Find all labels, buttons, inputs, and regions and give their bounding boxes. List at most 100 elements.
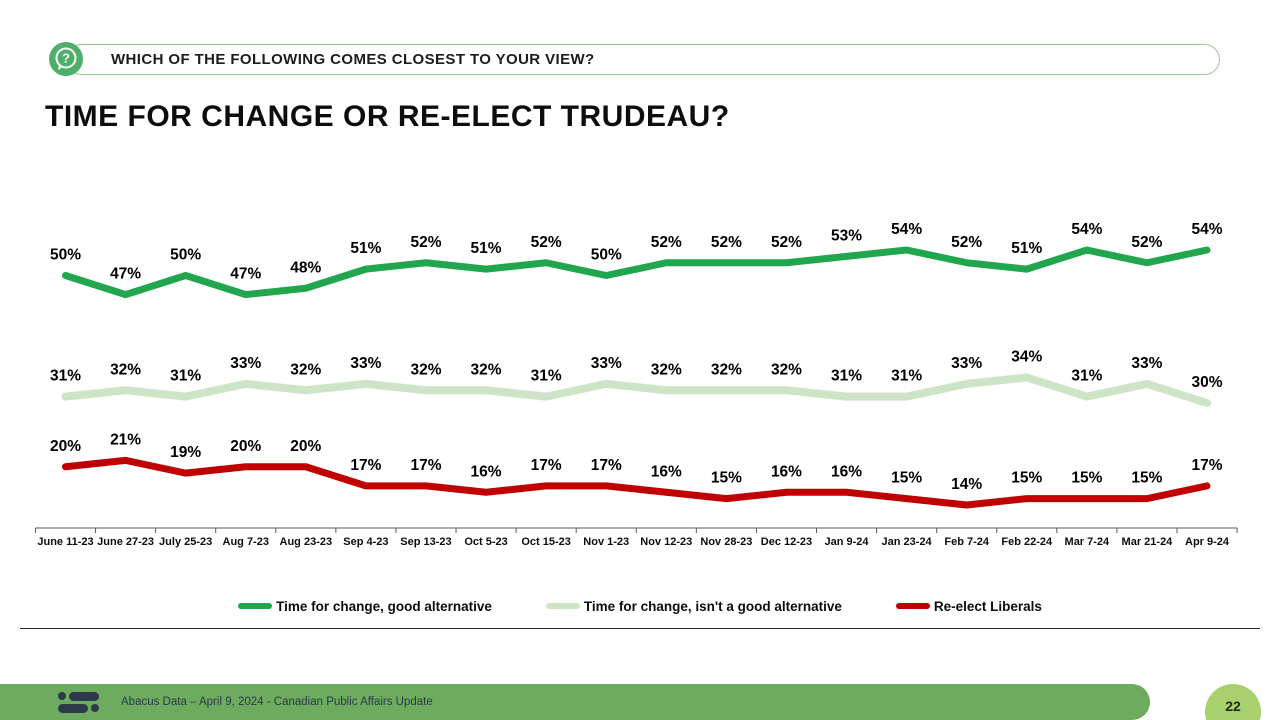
data-label: 31%	[531, 368, 562, 385]
data-label: 31%	[891, 368, 922, 385]
x-axis-label: Dec 12-23	[761, 536, 812, 548]
series-line-2	[62, 456, 1211, 509]
x-axis-label: Aug 23-23	[280, 536, 333, 548]
data-label: 33%	[951, 355, 982, 372]
data-label: 16%	[771, 463, 802, 480]
data-label: 21%	[110, 431, 141, 448]
data-label: 53%	[831, 227, 862, 244]
legend-swatch-icon	[895, 603, 930, 609]
x-axis-label: Jan 9-24	[825, 536, 870, 548]
data-label: 15%	[891, 470, 922, 487]
data-label: 32%	[711, 361, 742, 378]
data-label: 47%	[110, 266, 141, 283]
legend: Time for change, good alternative Time fo…	[0, 594, 1280, 618]
data-label: 15%	[1071, 470, 1102, 487]
data-label: 17%	[350, 457, 381, 474]
x-axis-label: June 11-23	[37, 536, 93, 548]
legend-label: Time for change, isn't a good alternativ…	[583, 598, 842, 614]
trend-chart: June 11-23 June 27-23 July 25-23 Aug 7-23 Au…	[34, 221, 1238, 548]
footer-bar: Abacus Data – April 9, 2024 - Canadian P…	[0, 684, 1150, 720]
data-label: 50%	[50, 247, 81, 264]
source-text: Abacus Data – April 9, 2024 - Canadian P…	[121, 696, 433, 708]
data-label: 31%	[831, 368, 862, 385]
series-line-0	[62, 246, 1211, 299]
page-title: TIME FOR CHANGE OR RE-ELECT TRUDEAU?	[45, 100, 730, 133]
data-label: 17%	[531, 457, 562, 474]
data-label: 16%	[651, 463, 682, 480]
data-label: 17%	[1192, 457, 1223, 474]
divider-line	[20, 628, 1260, 629]
page-number-badge: 22	[1205, 684, 1261, 720]
question-banner: WHICH OF THE FOLLOWING COMES CLOSEST TO …	[66, 44, 1220, 75]
legend-swatch-icon	[238, 603, 273, 609]
data-label: 19%	[170, 444, 201, 461]
data-label: 47%	[230, 266, 261, 283]
data-label: 15%	[711, 470, 742, 487]
x-axis-label: Mar 7-24	[1065, 536, 1111, 548]
data-label: 51%	[350, 240, 381, 257]
data-label: 34%	[1011, 349, 1042, 366]
x-axis-label: Apr 9-24	[1185, 536, 1230, 548]
question-text: WHICH OF THE FOLLOWING COMES CLOSEST TO …	[111, 51, 595, 68]
data-label: 20%	[230, 438, 261, 455]
data-label: 51%	[471, 240, 502, 257]
data-label: 32%	[471, 361, 502, 378]
data-label: 33%	[1131, 355, 1162, 372]
data-label: 14%	[951, 476, 982, 493]
data-label: 17%	[410, 457, 441, 474]
series-line-1	[61, 373, 1212, 407]
x-axis-label: Feb 22-24	[1001, 536, 1053, 548]
data-label: 48%	[290, 259, 321, 276]
x-axis-label: Nov 1-23	[583, 536, 629, 548]
legend-item-1: Time for change, isn't a good alternativ…	[545, 598, 842, 614]
data-label: 33%	[591, 355, 622, 372]
data-label: 16%	[471, 463, 502, 480]
data-label: 32%	[110, 361, 141, 378]
data-label: 30%	[1192, 374, 1223, 391]
data-label: 31%	[170, 368, 201, 385]
data-label: 16%	[831, 463, 862, 480]
data-label: 50%	[170, 247, 201, 264]
data-label: 32%	[290, 361, 321, 378]
data-label: 54%	[1071, 221, 1102, 238]
data-label: 54%	[891, 221, 922, 238]
data-label: 54%	[1192, 221, 1223, 238]
x-axis-label: Jan 23-24	[882, 536, 933, 548]
legend-swatch-icon	[545, 603, 580, 609]
data-label: 15%	[1011, 470, 1042, 487]
data-label: 52%	[531, 234, 562, 251]
data-label: 52%	[771, 234, 802, 251]
x-axis-label: Aug 7-23	[223, 536, 269, 548]
data-label: 17%	[591, 457, 622, 474]
data-label: 20%	[50, 438, 81, 455]
x-axis-label: June 27-23	[97, 536, 154, 548]
x-axis-label: Oct 15-23	[521, 536, 571, 548]
data-label: 50%	[591, 247, 622, 264]
x-axis-label: Sep 4-23	[343, 536, 388, 548]
data-label: 31%	[1071, 368, 1102, 385]
abacus-data-logo-icon	[58, 691, 99, 713]
data-label: 33%	[230, 355, 261, 372]
question-bubble-icon: ?	[49, 42, 83, 76]
x-axis-label: July 25-23	[159, 536, 212, 548]
legend-item-0: Time for change, good alternative	[238, 599, 492, 614]
legend-item-2: Re-elect Liberals	[895, 598, 1042, 614]
data-label: 15%	[1131, 470, 1162, 487]
data-label: 32%	[771, 361, 802, 378]
x-axis-label: Feb 7-24	[944, 536, 990, 548]
legend-label: Time for change, good alternative	[276, 598, 492, 614]
data-label: 20%	[290, 438, 321, 455]
svg-text:?: ?	[62, 51, 70, 66]
data-label: 52%	[410, 234, 441, 251]
x-axis-label: Mar 21-24	[1122, 536, 1174, 548]
data-label: 52%	[651, 234, 682, 251]
data-label: 32%	[410, 361, 441, 378]
data-label: 52%	[711, 234, 742, 251]
data-label: 33%	[350, 355, 381, 372]
legend-label: Re-elect Liberals	[933, 598, 1042, 614]
data-label: 32%	[651, 361, 682, 378]
x-axis-label: Oct 5-23	[464, 536, 507, 548]
data-label: 31%	[50, 368, 81, 385]
data-label: 51%	[1011, 240, 1042, 257]
